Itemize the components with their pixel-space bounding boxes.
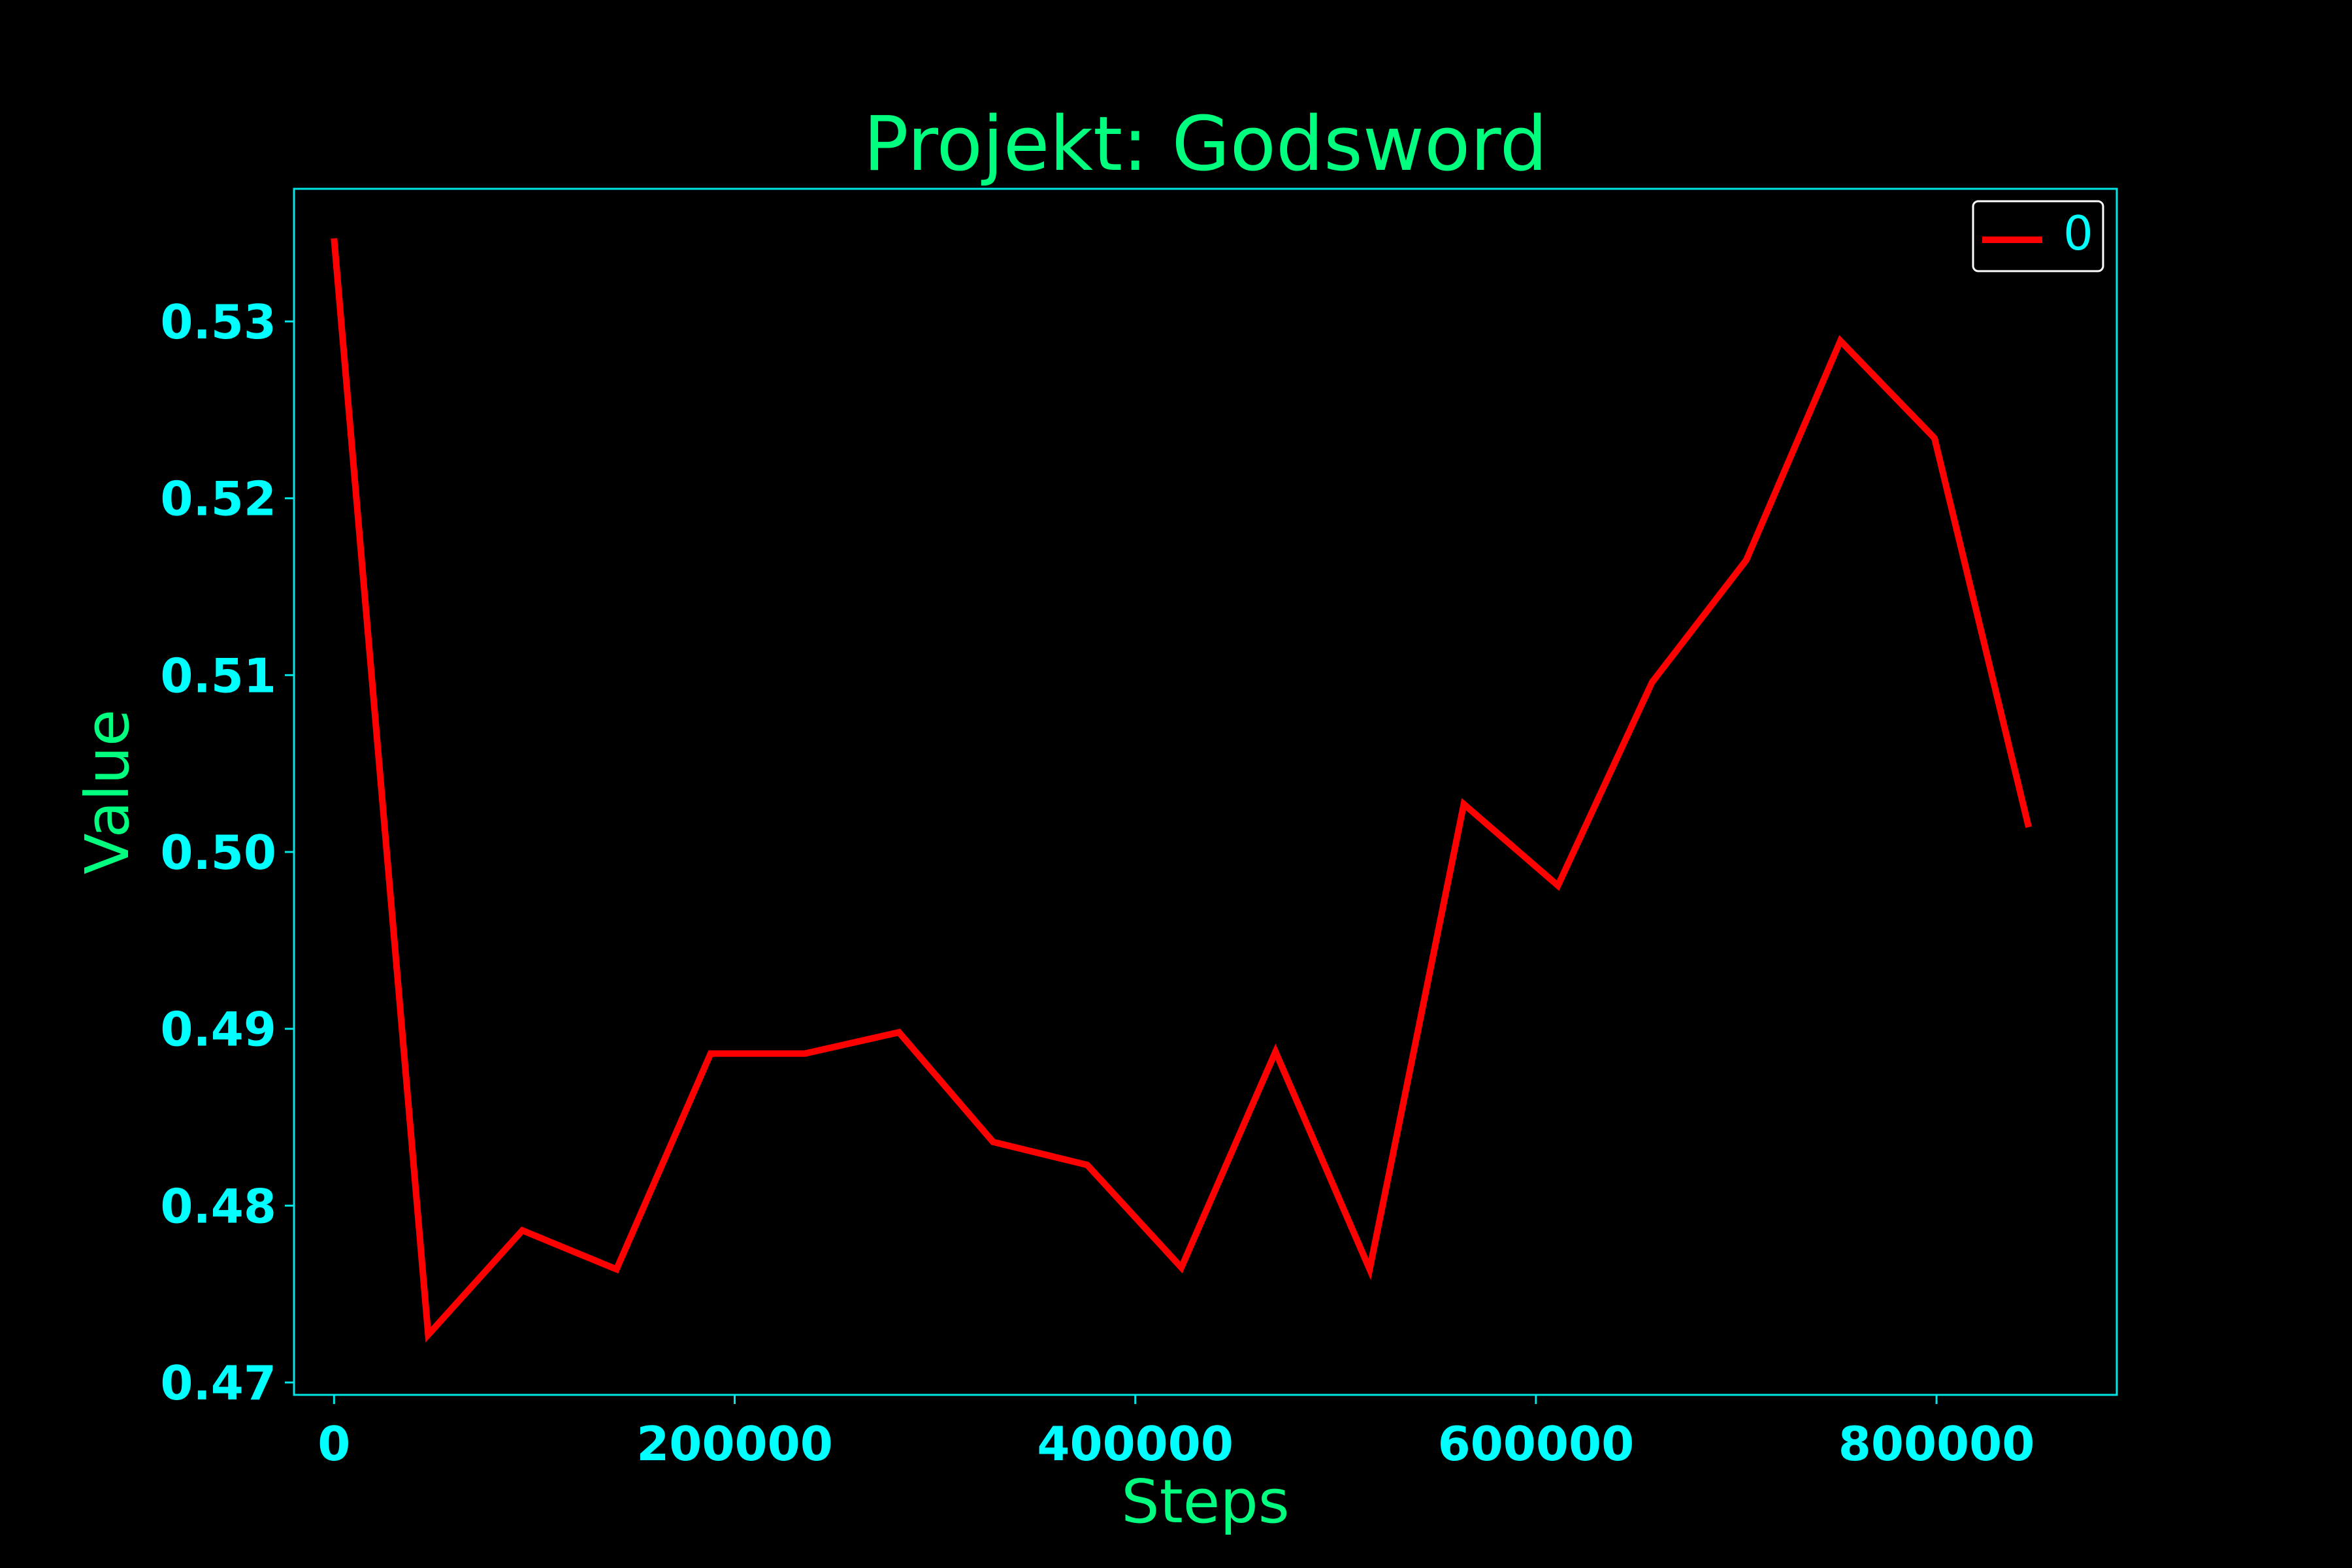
- y-axis: 0.47 0.48 0.49 0.50 0.51 0.52 0.53: [160, 295, 294, 1411]
- x-tick-label: 0: [318, 1416, 350, 1471]
- series-point: [710, 1053, 711, 1054]
- series-point: [1275, 1051, 1276, 1052]
- series-point: [522, 1230, 523, 1231]
- y-tick-label: 0.49: [160, 1002, 276, 1057]
- x-tick-label: 600000: [1438, 1416, 1635, 1471]
- plot-area: [293, 188, 2118, 1396]
- series-point: [993, 1141, 994, 1142]
- y-tick-label: 0.48: [160, 1179, 276, 1233]
- series-line: [331, 238, 2032, 1343]
- x-tick-label: 800000: [1838, 1416, 2035, 1471]
- series-point: [1087, 1165, 1088, 1166]
- y-tick-label: 0.51: [160, 648, 276, 703]
- x-axis: 0 200000 400000 600000 800000: [318, 1395, 2034, 1471]
- y-tick-label: 0.52: [160, 472, 276, 527]
- series-layer: [331, 238, 2032, 1343]
- series-point: [898, 1032, 899, 1033]
- legend-entry-label: 0: [2063, 206, 2093, 261]
- axes-frame: [293, 188, 2118, 1396]
- x-tick-label: 400000: [1037, 1416, 1233, 1471]
- series-point: [1181, 1267, 1182, 1268]
- x-axis-label: Steps: [1121, 1467, 1289, 1537]
- legend: 0: [1972, 200, 2104, 272]
- x-tick-label: 200000: [636, 1416, 833, 1471]
- series-point: [804, 1053, 805, 1054]
- y-tick-label: 0.47: [160, 1356, 276, 1411]
- chart-title: Projekt: Godsword: [863, 101, 1547, 188]
- y-tick-label: 0.53: [160, 295, 276, 350]
- y-axis-label: Value: [73, 710, 142, 875]
- legend-frame: [1972, 200, 2104, 272]
- y-tick-label: 0.50: [160, 825, 276, 880]
